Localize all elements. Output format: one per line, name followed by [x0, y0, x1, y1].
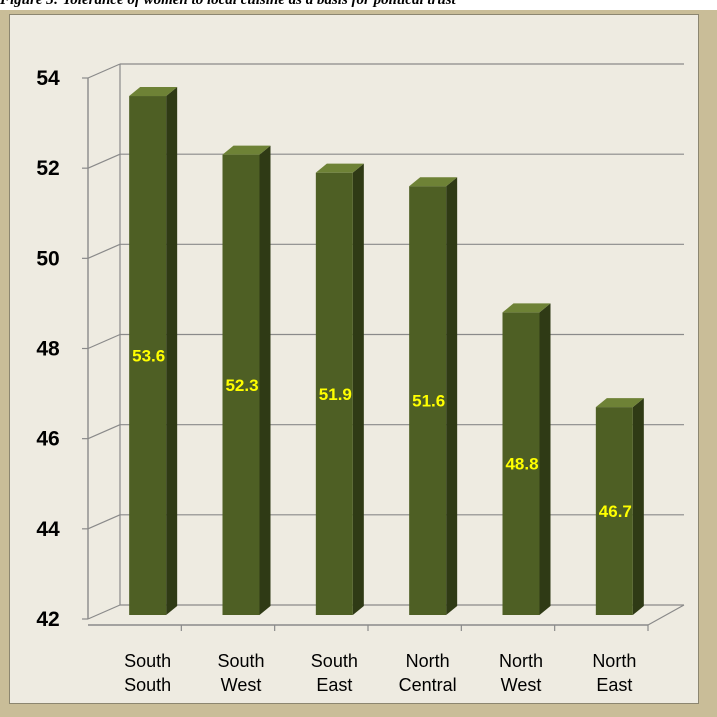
bar: [315, 172, 353, 616]
y-tick-label: 46: [36, 428, 59, 451]
bar-top: [502, 303, 551, 313]
bar-top: [315, 163, 364, 173]
bar: [129, 96, 167, 616]
x-category-label: East: [316, 675, 352, 695]
y-tick-label: 48: [36, 338, 60, 361]
x-category-label: West: [501, 675, 542, 695]
y-tick-label: 42: [36, 608, 59, 631]
bar-side: [632, 398, 644, 615]
gridline-depth: [87, 243, 121, 259]
x-category-label: South: [124, 675, 171, 695]
bar-side: [352, 163, 364, 616]
bar-top: [129, 87, 178, 97]
plot-area: 42 44 46 48 50 52 54 53.6 South South 52.3 South Wes…: [9, 14, 699, 704]
bar-side: [446, 177, 458, 615]
bar: [222, 154, 260, 615]
gridline-depth: [87, 333, 121, 350]
x-category-label: North: [406, 651, 450, 671]
bar-chart: 42 44 46 48 50 52 54 53.6 South South 52.3 South Wes…: [36, 63, 685, 695]
bar-top: [409, 177, 458, 187]
y-tick-label: 52: [36, 157, 59, 180]
y-tick-label: 44: [36, 518, 60, 541]
bar: [502, 312, 540, 615]
bar-top: [222, 145, 271, 155]
data-label: 51.6: [412, 392, 445, 411]
data-label: 46.7: [599, 502, 632, 521]
bar-side: [166, 87, 178, 616]
x-category-label: South: [124, 651, 171, 671]
bar: [595, 407, 633, 615]
y-tick-label: 50: [36, 247, 59, 270]
y-tick-label: 54: [36, 67, 60, 90]
figure-caption: Figure 3: Tolerance of women to local cu…: [0, 0, 456, 8]
floor-edge: [647, 604, 685, 626]
x-category-label: South: [217, 651, 264, 671]
x-category-label: North: [592, 651, 636, 671]
chart-frame: 42 44 46 48 50 52 54 53.6 South South 52.3 South Wes…: [0, 10, 717, 717]
data-label: 53.6: [132, 347, 165, 366]
x-category-label: Central: [399, 675, 457, 695]
bar-top: [595, 398, 644, 408]
gridline-depth: [87, 604, 121, 620]
gridline-depth: [87, 63, 121, 79]
gridline-depth: [87, 424, 121, 440]
gridline-depth: [87, 514, 121, 530]
x-category-label: South: [311, 651, 358, 671]
bar-side: [539, 303, 551, 615]
x-category-label: East: [596, 675, 632, 695]
bar: [409, 186, 447, 615]
data-label: 48.8: [505, 455, 538, 474]
data-label: 52.3: [225, 376, 258, 395]
data-label: 51.9: [319, 385, 352, 404]
bar-side: [259, 145, 271, 615]
x-category-label: North: [499, 651, 543, 671]
x-category-label: West: [221, 675, 262, 695]
gridline-depth: [87, 153, 121, 169]
